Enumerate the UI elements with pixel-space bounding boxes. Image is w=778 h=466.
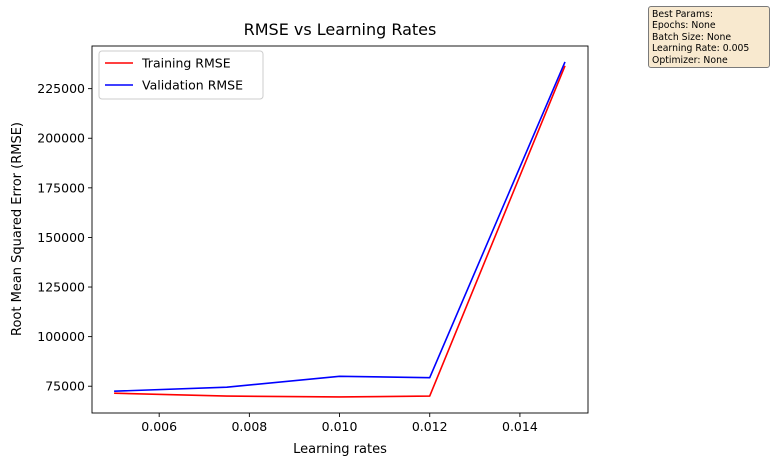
best-params-box: Best Params: Epochs: None Batch Size: No… — [648, 6, 770, 68]
best-params-line: Learning Rate: 0.005 — [652, 43, 750, 55]
plot-frame — [91, 45, 589, 414]
y-tick-label: 225000 — [37, 81, 85, 96]
x-tick-label: 0.012 — [412, 419, 448, 434]
best-params-line: Epochs: None — [652, 20, 716, 32]
best-params-line: Batch Size: None — [652, 31, 732, 43]
x-tick-label: 0.008 — [231, 419, 267, 434]
best-params-line: Optimizer: None — [652, 54, 728, 66]
series-line-training — [114, 65, 566, 398]
y-tick-label: 75000 — [45, 379, 85, 394]
legend-box — [98, 50, 264, 100]
x-tick-label: 0.006 — [141, 419, 177, 434]
y-tick-label: 175000 — [37, 180, 85, 195]
y-tick-label: 200000 — [37, 131, 85, 146]
chart-title: RMSE vs Learning Rates — [244, 20, 437, 39]
x-axis-label: Learning rates — [293, 442, 387, 457]
legend-label-training: Training RMSE — [141, 56, 231, 71]
y-tick-label: 125000 — [37, 280, 85, 295]
x-tick-label: 0.014 — [502, 419, 538, 434]
y-tick-label: 150000 — [37, 230, 85, 245]
x-tick-label: 0.010 — [322, 419, 358, 434]
plot-area: 0.006 0.008 0.010 0.012 0.014 75000 100000 1250… — [37, 45, 589, 434]
best-params-line: Best Params: — [652, 9, 713, 20]
legend-label-validation: Validation RMSE — [142, 78, 243, 93]
series-line-validation — [114, 61, 566, 392]
y-tick-label: 100000 — [37, 329, 85, 344]
y-axis-label: Root Mean Squared Error (RMSE) — [10, 122, 25, 336]
